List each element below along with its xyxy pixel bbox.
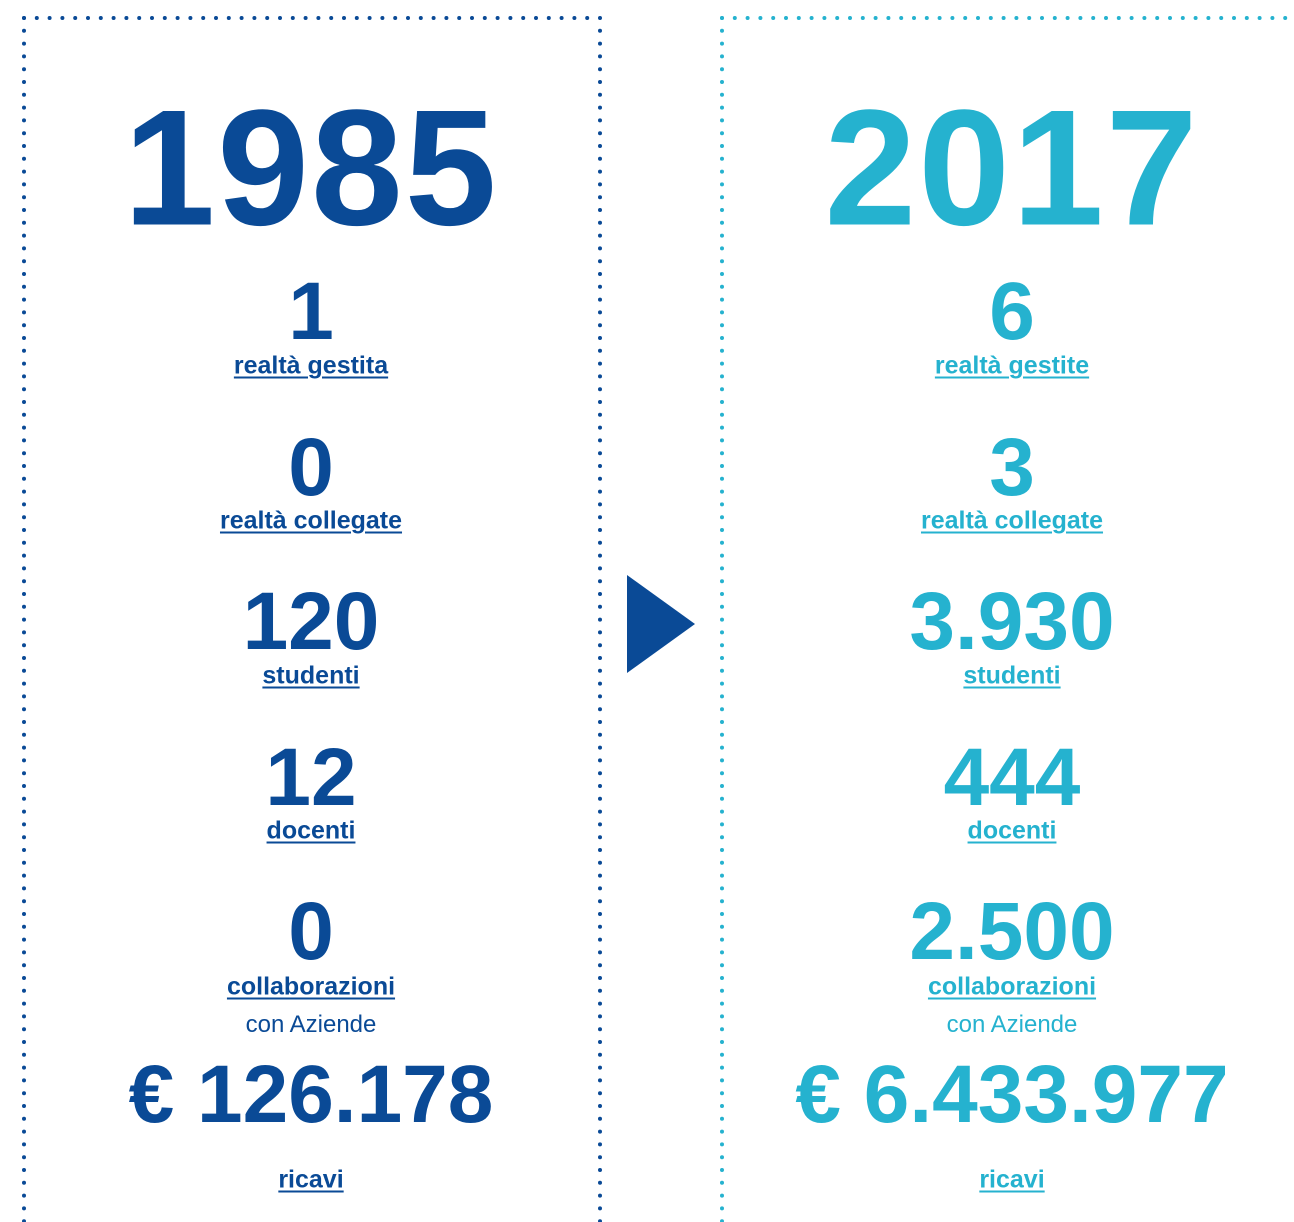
stat-value: 12 — [265, 732, 357, 823]
stat-value: 120 — [242, 576, 380, 667]
stat-label: studenti — [963, 661, 1061, 690]
stat-value: 3 — [989, 422, 1035, 513]
stat-label: docenti — [266, 816, 356, 845]
stat-note: con Aziende — [245, 1011, 377, 1038]
year: 2017 — [824, 75, 1200, 260]
arrow — [627, 575, 695, 673]
stat-label: docenti — [967, 816, 1057, 845]
stat-value: 1 — [288, 266, 334, 357]
stat-label: realtà collegate — [219, 506, 403, 535]
stat-label: ricavi — [278, 1165, 344, 1194]
stat-note: con Aziende — [946, 1011, 1078, 1038]
stat-label: collaborazioni — [226, 972, 396, 1001]
stat-label: ricavi — [979, 1165, 1045, 1194]
stat-value: 0 — [288, 886, 334, 977]
stat-value: 6 — [989, 266, 1035, 357]
stat-label: realtà collegate — [920, 506, 1104, 535]
stat-label: realtà gestite — [934, 351, 1090, 380]
stat-value: € 126.178 — [128, 1049, 494, 1140]
stat-value: 0 — [288, 422, 334, 513]
stat-value: 2.500 — [909, 886, 1115, 977]
stat-label: studenti — [262, 661, 360, 690]
stat-label: collaborazioni — [927, 972, 1097, 1001]
year: 1985 — [123, 75, 499, 260]
stat-value: € 6.433.977 — [795, 1049, 1229, 1140]
stat-label: realtà gestita — [233, 351, 389, 380]
stat-value: 444 — [943, 732, 1081, 823]
stat-value: 3.930 — [909, 576, 1115, 667]
